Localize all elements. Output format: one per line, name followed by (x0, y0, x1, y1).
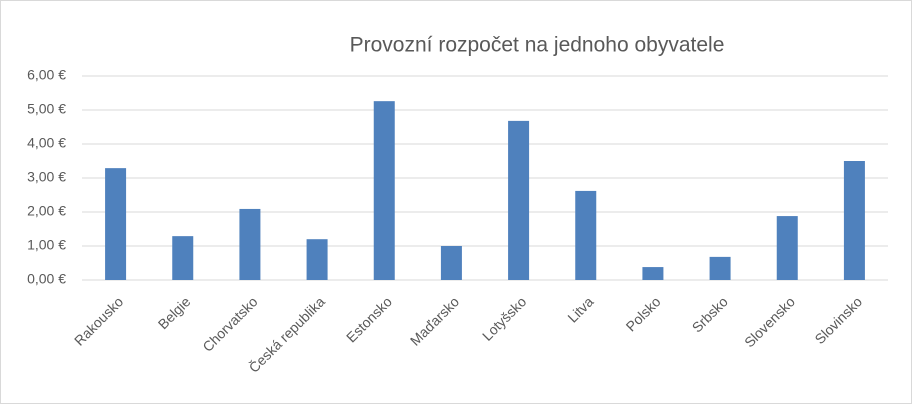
y-tick-label: 1,00 € (27, 237, 66, 253)
y-tick-label: 4,00 € (27, 135, 66, 151)
bar (709, 256, 731, 280)
y-tick-label: 2,00 € (27, 203, 66, 219)
y-tick-label: 6,00 € (27, 67, 66, 83)
bar (373, 101, 395, 280)
bar (843, 161, 865, 280)
bar (306, 239, 328, 280)
bar (575, 190, 597, 280)
bar (440, 246, 462, 280)
bar (105, 168, 127, 280)
bar (508, 120, 530, 280)
bar (776, 216, 798, 280)
bar (239, 208, 261, 280)
bar (642, 267, 664, 280)
y-tick-label: 5,00 € (27, 101, 66, 117)
bar (172, 236, 194, 280)
y-tick-label: 3,00 € (27, 169, 66, 185)
chart-title: Provozní rozpočet na jednoho obyvatele (350, 34, 725, 57)
y-tick-label: 0,00 € (27, 271, 66, 287)
